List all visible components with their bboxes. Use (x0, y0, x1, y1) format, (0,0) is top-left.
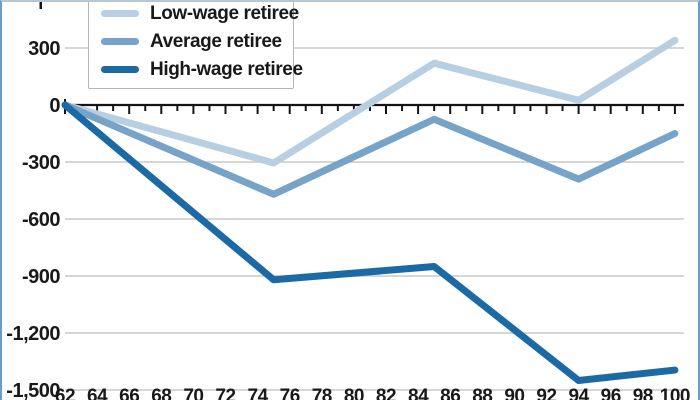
legend: Low-wage retiree Average retiree High-wage… (88, 2, 303, 89)
legend-item: High-wage retiree (101, 59, 303, 80)
x-tick-label: 62 (55, 386, 75, 400)
y-tick-label: 300 (28, 38, 60, 60)
x-tick-label: 68 (151, 386, 171, 400)
legend-label: High-wage retiree (150, 59, 303, 80)
x-tick-label: 70 (183, 386, 203, 400)
x-tick-label: 64 (87, 386, 108, 400)
legend-label: Average retiree (150, 31, 282, 52)
x-tick-label: 80 (344, 386, 364, 400)
series-line-average-retiree (61, 101, 679, 198)
x-tick-label: 74 (248, 386, 269, 400)
x-tick-label: 88 (472, 386, 492, 400)
x-tick-label: 78 (312, 386, 332, 400)
legend-item: Average retiree (101, 31, 283, 52)
legend-item: Low-wage retiree (101, 3, 299, 24)
y-tick-label: 0 (49, 95, 60, 117)
legend-line-swatch-icon (101, 38, 139, 45)
x-tick-label: 96 (601, 386, 621, 400)
x-tick-label: 84 (408, 386, 429, 400)
x-tick-label: 82 (376, 386, 396, 400)
legend-line-swatch-icon (101, 66, 139, 73)
series-line-low-wage-retiree (61, 36, 679, 167)
y-tick-label: -600 (22, 209, 60, 231)
x-tick-label: 86 (440, 386, 460, 400)
x-tick-label: 100 (660, 386, 690, 400)
y-tick-label: -1,200 (6, 323, 60, 345)
y-tick-label: -1,500 (6, 380, 60, 400)
x-tick-label: 76 (280, 386, 300, 400)
x-tick-label: 72 (215, 386, 235, 400)
x-tick-label: 90 (504, 386, 524, 400)
x-tick-label: 94 (569, 386, 590, 400)
legend-line-swatch-icon (101, 10, 139, 17)
clipped-top-tick (39, 2, 42, 9)
series-line-high-wage-retiree (61, 101, 679, 384)
y-tick-label: -300 (22, 152, 60, 174)
x-tick-label: 98 (633, 386, 653, 400)
x-tick-label: 66 (119, 386, 139, 400)
y-tick-label: -900 (22, 266, 60, 288)
x-tick-label: 92 (536, 386, 556, 400)
legend-label: Low-wage retiree (150, 3, 299, 24)
